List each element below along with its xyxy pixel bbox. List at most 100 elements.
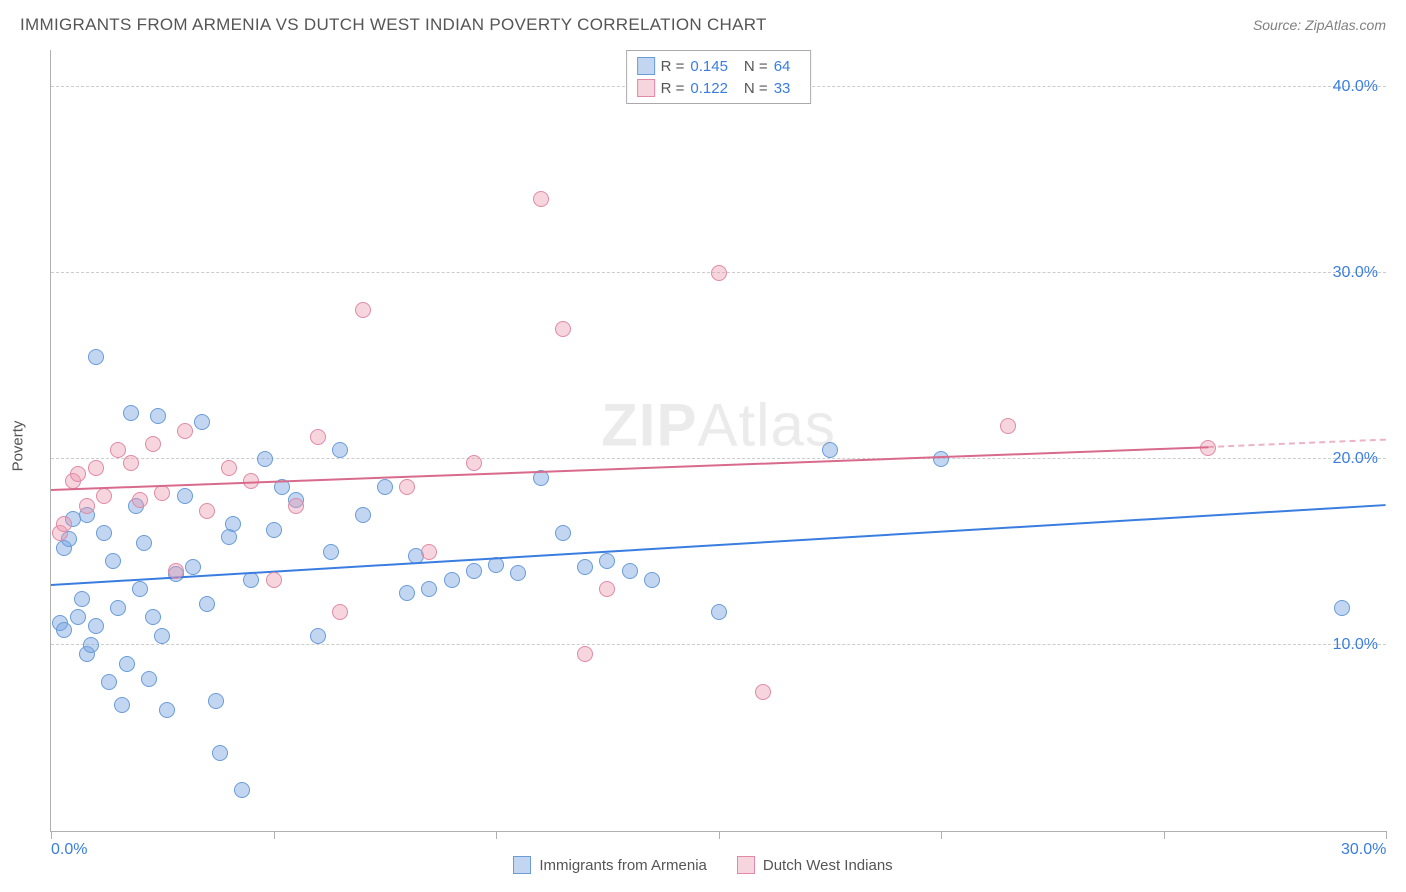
data-point	[533, 191, 549, 207]
data-point	[136, 535, 152, 551]
n-value-0: 64	[774, 58, 791, 75]
gridline-h	[51, 644, 1386, 645]
x-tick	[1164, 831, 1165, 839]
data-point	[711, 265, 727, 281]
data-point	[399, 585, 415, 601]
y-tick-label: 40.0%	[1333, 78, 1378, 96]
data-point	[332, 442, 348, 458]
legend-item-1: Dutch West Indians	[737, 856, 893, 874]
data-point	[150, 408, 166, 424]
data-point	[466, 455, 482, 471]
data-point	[132, 492, 148, 508]
r-label-0: R =	[661, 58, 685, 75]
data-point	[177, 488, 193, 504]
data-point	[114, 697, 130, 713]
data-point	[79, 498, 95, 514]
data-point	[257, 451, 273, 467]
data-point	[221, 460, 237, 476]
data-point	[159, 702, 175, 718]
r-label-1: R =	[661, 80, 685, 97]
data-point	[154, 628, 170, 644]
data-point	[444, 572, 460, 588]
data-point	[310, 429, 326, 445]
legend-item-swatch-1	[737, 856, 755, 874]
data-point	[266, 572, 282, 588]
r-value-0: 0.145	[690, 58, 728, 75]
data-point	[70, 609, 86, 625]
data-point	[555, 321, 571, 337]
data-point	[555, 525, 571, 541]
n-label-1: N =	[744, 80, 768, 97]
data-point	[355, 507, 371, 523]
plot-region: ZIPAtlas R = 0.145 N = 64 R = 0.122 N = …	[50, 50, 1386, 832]
data-point	[466, 563, 482, 579]
chart-container: IMMIGRANTS FROM ARMENIA VS DUTCH WEST IN…	[0, 0, 1406, 892]
data-point	[755, 684, 771, 700]
x-tick	[274, 831, 275, 839]
data-point	[599, 553, 615, 569]
x-tick	[941, 831, 942, 839]
data-point	[74, 591, 90, 607]
y-tick-label: 30.0%	[1333, 264, 1378, 282]
data-point	[622, 563, 638, 579]
data-point	[243, 572, 259, 588]
data-point	[70, 466, 86, 482]
y-axis-label: Poverty	[10, 421, 27, 472]
data-point	[266, 522, 282, 538]
data-point	[105, 553, 121, 569]
n-value-1: 33	[774, 80, 791, 97]
x-tick	[496, 831, 497, 839]
data-point	[83, 637, 99, 653]
data-point	[168, 563, 184, 579]
data-point	[421, 544, 437, 560]
data-point	[132, 581, 148, 597]
chart-header: IMMIGRANTS FROM ARMENIA VS DUTCH WEST IN…	[0, 0, 1406, 40]
data-point	[88, 460, 104, 476]
data-point	[56, 622, 72, 638]
data-point	[332, 604, 348, 620]
data-point	[88, 349, 104, 365]
data-point	[110, 442, 126, 458]
data-point	[208, 693, 224, 709]
data-point	[711, 604, 727, 620]
data-point	[88, 618, 104, 634]
data-point	[323, 544, 339, 560]
legend-item-label-0: Immigrants from Armenia	[539, 857, 707, 874]
y-tick-label: 20.0%	[1333, 450, 1378, 468]
data-point	[96, 488, 112, 504]
data-point	[141, 671, 157, 687]
chart-source: Source: ZipAtlas.com	[1253, 17, 1386, 33]
data-point	[101, 674, 117, 690]
chart-area: ZIPAtlas R = 0.145 N = 64 R = 0.122 N = …	[50, 50, 1386, 832]
chart-title: IMMIGRANTS FROM ARMENIA VS DUTCH WEST IN…	[20, 15, 767, 35]
data-point	[577, 646, 593, 662]
data-point	[1000, 418, 1016, 434]
legend-swatch-1	[637, 79, 655, 97]
data-point	[56, 516, 72, 532]
data-point	[225, 516, 241, 532]
correlation-legend: R = 0.145 N = 64 R = 0.122 N = 33	[626, 50, 812, 104]
regression-line-dashed	[1208, 439, 1386, 448]
legend-item-label-1: Dutch West Indians	[763, 857, 893, 874]
data-point	[421, 581, 437, 597]
data-point	[185, 559, 201, 575]
series-legend: Immigrants from Armenia Dutch West India…	[0, 856, 1406, 874]
data-point	[194, 414, 210, 430]
data-point	[145, 609, 161, 625]
data-point	[510, 565, 526, 581]
data-point	[377, 479, 393, 495]
data-point	[123, 405, 139, 421]
data-point	[644, 572, 660, 588]
gridline-h	[51, 458, 1386, 459]
r-value-1: 0.122	[690, 80, 728, 97]
data-point	[399, 479, 415, 495]
data-point	[119, 656, 135, 672]
data-point	[1334, 600, 1350, 616]
data-point	[123, 455, 139, 471]
data-point	[577, 559, 593, 575]
legend-item-swatch-0	[513, 856, 531, 874]
data-point	[822, 442, 838, 458]
legend-item-0: Immigrants from Armenia	[513, 856, 707, 874]
regression-line	[51, 504, 1386, 586]
n-label-0: N =	[744, 58, 768, 75]
